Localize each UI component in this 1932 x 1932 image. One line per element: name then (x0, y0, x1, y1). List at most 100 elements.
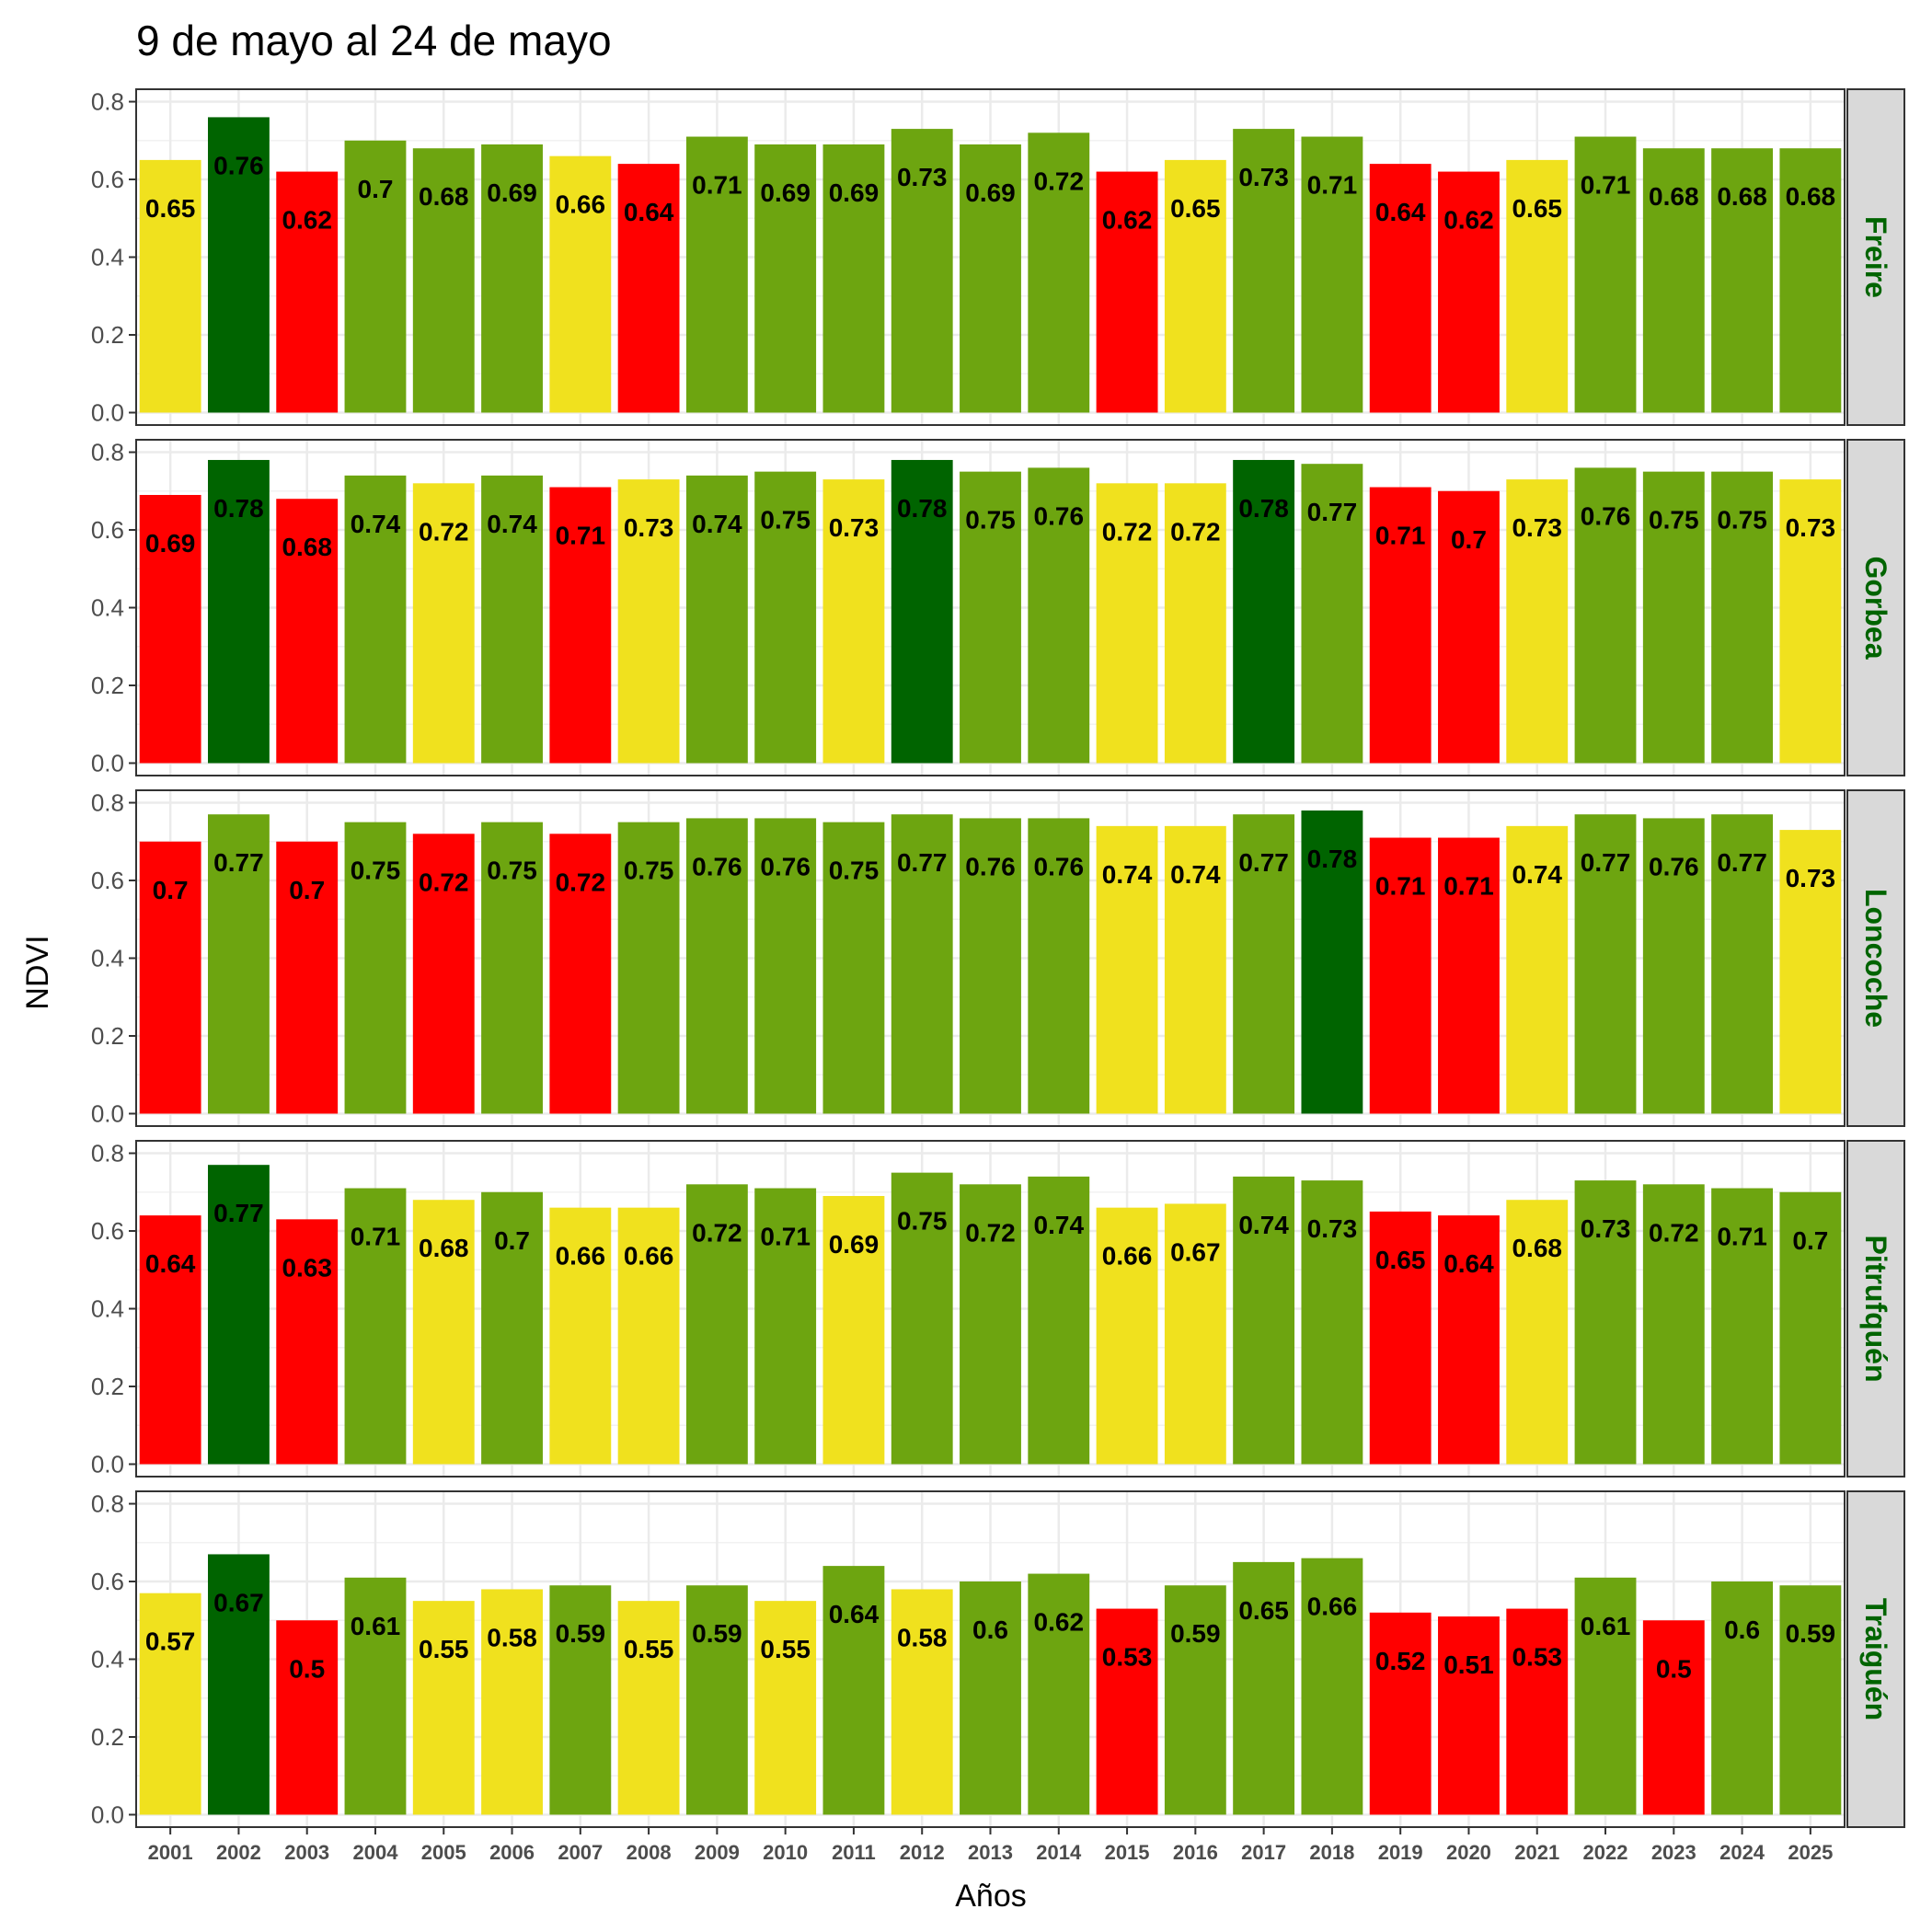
y-tick-label: 0.8 (91, 1140, 124, 1167)
y-tick-label: 0.6 (91, 516, 124, 544)
x-tick-label: 2012 (900, 1841, 945, 1864)
bar-2021 (1506, 1200, 1569, 1465)
bar-value-label: 0.7 (1792, 1226, 1828, 1255)
bar-2024 (1711, 1581, 1774, 1815)
bar-2008 (617, 1207, 680, 1465)
y-tick-label: 0.2 (91, 1022, 124, 1050)
x-tick-label: 2004 (353, 1841, 399, 1864)
bar-value-label: 0.55 (419, 1635, 469, 1663)
bar-2019 (1369, 164, 1432, 413)
bar-value-label: 0.72 (419, 868, 469, 896)
y-tick-label: 0.2 (91, 1723, 124, 1751)
bar-2016 (1164, 159, 1226, 413)
bar-value-label: 0.74 (1238, 1211, 1289, 1239)
bar-2019 (1369, 1211, 1432, 1465)
bar-2001 (139, 841, 201, 1114)
facet-strip-label: Traiguén (1859, 1598, 1892, 1720)
bar-value-label: 0.73 (624, 513, 674, 542)
bar-2001 (139, 1215, 201, 1465)
bar-value-label: 0.65 (1170, 194, 1221, 223)
bar-2012 (891, 129, 953, 413)
bar-2023 (1642, 818, 1705, 1114)
bar-value-label: 0.7 (289, 876, 325, 904)
bar-2008 (617, 164, 680, 413)
bar-2017 (1233, 814, 1295, 1114)
bar-2014 (1028, 467, 1090, 764)
bar-2022 (1574, 1577, 1637, 1815)
bar-value-label: 0.73 (1238, 163, 1289, 191)
x-tick-label: 2022 (1583, 1841, 1628, 1864)
bar-value-label: 0.73 (829, 513, 880, 542)
bar-2007 (549, 487, 612, 764)
bar-2011 (822, 479, 885, 764)
y-tick-label: 0.2 (91, 672, 124, 699)
bar-value-label: 0.66 (556, 190, 606, 219)
bar-value-label: 0.65 (145, 194, 196, 223)
bar-value-label: 0.52 (1375, 1647, 1426, 1675)
bar-2011 (822, 1566, 885, 1815)
bar-2004 (344, 475, 407, 764)
bar-2021 (1506, 479, 1569, 764)
x-tick-label: 2019 (1378, 1841, 1423, 1864)
bar-value-label: 0.68 (419, 1234, 469, 1262)
bar-2010 (754, 1601, 817, 1815)
y-tick-label: 0.0 (91, 749, 124, 776)
bar-value-label: 0.66 (624, 1242, 674, 1271)
bar-value-label: 0.75 (829, 857, 880, 885)
bar-2022 (1574, 136, 1637, 413)
x-tick-label: 2002 (216, 1841, 261, 1864)
bar-2003 (276, 841, 339, 1114)
bar-2002 (207, 459, 270, 764)
bar-value-label: 0.59 (692, 1619, 742, 1648)
bar-value-label: 0.72 (1170, 517, 1221, 546)
bar-value-label: 0.77 (1581, 848, 1631, 877)
bar-value-label: 0.68 (1649, 182, 1699, 211)
bar-value-label: 0.71 (1375, 872, 1426, 901)
y-tick-label: 0.2 (91, 1373, 124, 1400)
bar-value-label: 0.73 (1307, 1214, 1358, 1243)
bar-2010 (754, 471, 817, 764)
bar-value-label: 0.64 (1443, 1249, 1494, 1278)
bar-value-label: 0.73 (1581, 1214, 1631, 1243)
y-tick-label: 0.4 (91, 1646, 124, 1673)
bar-2013 (960, 144, 1021, 413)
bar-2007 (549, 834, 612, 1114)
bar-value-label: 0.57 (145, 1627, 196, 1656)
facet-strip (1846, 789, 1905, 1127)
bar-2017 (1233, 1176, 1295, 1465)
bar-value-label: 0.68 (419, 182, 469, 211)
bar-value-label: 0.58 (897, 1623, 948, 1651)
bar-value-label: 0.5 (289, 1654, 325, 1683)
bar-value-label: 0.69 (760, 178, 811, 207)
y-tick-label: 0.0 (91, 1099, 124, 1127)
bar-value-label: 0.74 (1512, 860, 1562, 889)
panel-border (135, 439, 1846, 776)
bar-2009 (685, 475, 748, 764)
bar-value-label: 0.66 (556, 1242, 606, 1271)
bar-2019 (1369, 837, 1432, 1114)
bar-2005 (412, 1200, 475, 1465)
panel-gorbea: 0.0 0.2 0.4 0.6 0.8 0.69 0.78 0.68 0.74 0.72 0.74 0… (91, 439, 1905, 776)
y-tick-label: 0.8 (91, 439, 124, 466)
bar-2024 (1711, 148, 1774, 413)
x-tick-label: 2013 (968, 1841, 1013, 1864)
y-tick-label: 0.4 (91, 244, 124, 271)
facet-strip (1846, 1490, 1905, 1828)
bar-value-label: 0.64 (1375, 198, 1426, 226)
bar-value-label: 0.71 (1581, 171, 1631, 200)
bar-2002 (207, 1165, 270, 1465)
y-tick-label: 0.4 (91, 945, 124, 972)
y-tick-label: 0.8 (91, 1490, 124, 1518)
bar-2025 (1779, 1585, 1842, 1815)
bar-value-label: 0.75 (624, 857, 674, 885)
bar-value-label: 0.69 (145, 529, 196, 558)
bar-value-label: 0.65 (1238, 1596, 1289, 1625)
bar-value-label: 0.68 (1512, 1234, 1562, 1262)
panel-traiguén: 0.0 0.2 0.4 0.6 0.8 0.57 0.67 0.5 0.61 0.55 0.58 0.… (91, 1490, 1905, 1828)
bar-value-label: 0.62 (282, 206, 332, 235)
bar-value-label: 0.6 (972, 1616, 1008, 1644)
x-tick-label: 2005 (421, 1841, 466, 1864)
bar-value-label: 0.73 (1786, 864, 1836, 892)
x-tick-label: 2014 (1036, 1841, 1082, 1864)
